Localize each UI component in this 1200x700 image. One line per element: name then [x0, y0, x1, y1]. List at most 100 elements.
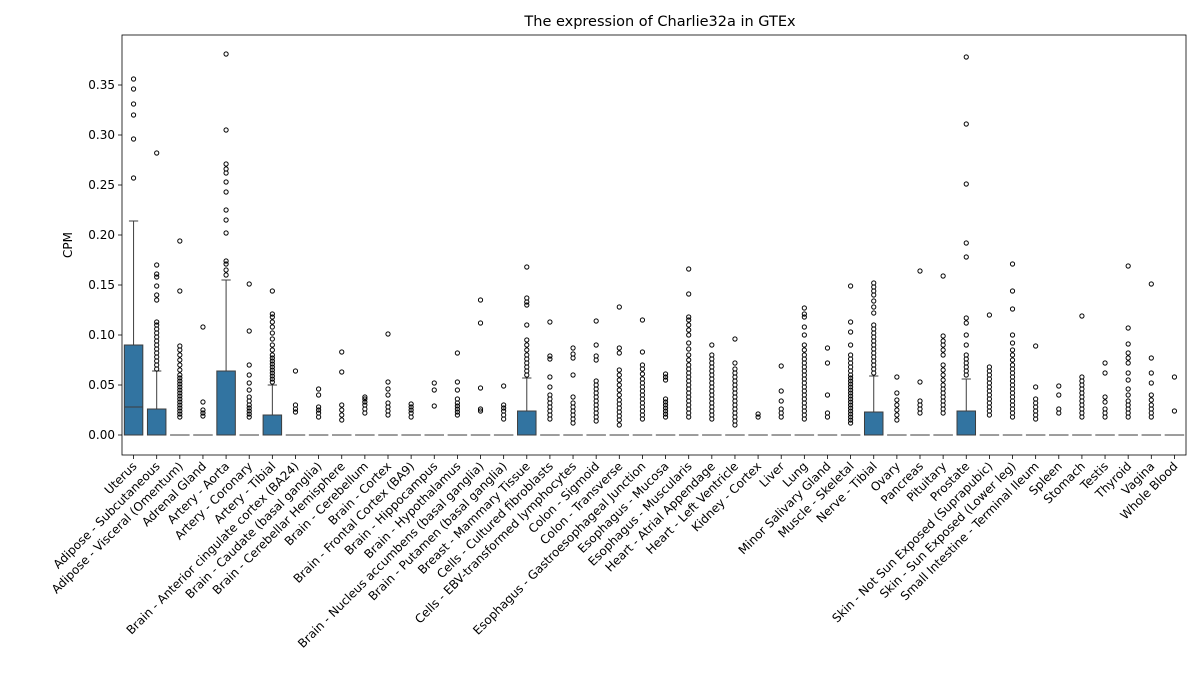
flier-point [940, 367, 946, 373]
flier-point [547, 384, 553, 390]
flier-group [848, 283, 854, 426]
flier-point [524, 322, 530, 328]
flier-point [616, 350, 622, 356]
flier-point [639, 317, 646, 323]
flier-point [639, 371, 646, 377]
flier-point [801, 332, 807, 338]
flier-point [316, 407, 322, 413]
flier-point [1125, 392, 1131, 398]
flier-point [223, 230, 229, 236]
flier-point [524, 337, 530, 343]
flier-point [223, 127, 229, 133]
flier-point [1125, 398, 1131, 404]
flier-group [778, 363, 784, 420]
flier-group [130, 76, 137, 181]
flier-point [848, 384, 854, 390]
flier-group [709, 342, 715, 422]
flier-point [1009, 362, 1016, 368]
flier-group [246, 281, 252, 420]
flier-point [154, 271, 160, 277]
flier-point [408, 410, 414, 416]
flier-point [894, 417, 900, 423]
flier-point [639, 362, 646, 368]
flier-point [709, 352, 715, 358]
flier-point [316, 386, 322, 392]
flier-point [200, 399, 206, 405]
flier-point [848, 399, 854, 405]
flier-point [755, 414, 761, 420]
flier-point [686, 332, 692, 338]
flier-point [1171, 374, 1178, 380]
box-group [262, 384, 283, 436]
flier-point [986, 312, 992, 318]
flier-point [339, 349, 345, 355]
flier-point [732, 336, 738, 342]
flier-point [1125, 341, 1131, 347]
flier-point [686, 346, 692, 352]
flier-point [801, 305, 807, 311]
y-tick-label: 0.15 [88, 278, 115, 292]
flier-point [639, 349, 646, 355]
flier-point [477, 406, 484, 412]
flier-point [177, 352, 183, 358]
flier-point [362, 396, 368, 402]
flier-point [269, 355, 275, 361]
flier-point [1148, 402, 1154, 408]
flier-point [1056, 406, 1062, 412]
flier-point [385, 392, 391, 398]
flier-group [524, 264, 530, 378]
flier-point [778, 363, 784, 369]
flier-point [871, 298, 877, 304]
flier-point [246, 281, 252, 287]
box [146, 408, 167, 436]
y-axis: 0.00 0.05 0.10 0.15 0.20 0.25 0.30 0.35 [88, 78, 122, 442]
flier-point [1148, 397, 1154, 403]
flier-point [570, 345, 576, 351]
flier-point [547, 392, 553, 398]
flier-point [177, 378, 183, 384]
flier-group [1171, 374, 1178, 414]
flier-point [1079, 374, 1085, 380]
flier-point [616, 387, 622, 393]
flier-group [431, 380, 437, 409]
flier-point [662, 377, 669, 383]
flier-point [177, 384, 183, 390]
flier-point [177, 372, 183, 378]
y-axis-label: CPM [61, 232, 75, 258]
flier-point [431, 387, 437, 393]
flier-point [801, 314, 807, 320]
flier-point [223, 258, 229, 264]
flier-point [454, 409, 460, 415]
flier-point [986, 364, 992, 370]
fliers-layer [130, 51, 1178, 428]
flier-point [154, 319, 160, 325]
flier-point [339, 417, 345, 423]
flier-point [246, 387, 252, 393]
flier-point [662, 408, 669, 414]
y-tick-label: 0.25 [88, 178, 115, 192]
flier-point [177, 396, 183, 402]
flier-point [223, 166, 229, 172]
flier-group [686, 266, 692, 420]
box-group [517, 377, 537, 436]
flier-point [223, 179, 229, 185]
flier-point [246, 372, 252, 378]
flier-point [316, 392, 322, 398]
flier-point [154, 274, 160, 280]
flier-group [454, 350, 460, 418]
flier-point [686, 317, 692, 323]
flier-point [848, 387, 854, 393]
flier-point [246, 408, 252, 414]
box [262, 414, 283, 436]
flier-point [755, 411, 761, 417]
flier-point [339, 402, 345, 408]
flier-point [269, 288, 275, 294]
flier-point [801, 347, 807, 353]
flier-point [223, 161, 229, 167]
flier-point [130, 136, 137, 142]
flier-point [963, 320, 969, 326]
flier-point [732, 360, 738, 366]
flier-point [871, 280, 877, 286]
flier-point [269, 370, 275, 376]
